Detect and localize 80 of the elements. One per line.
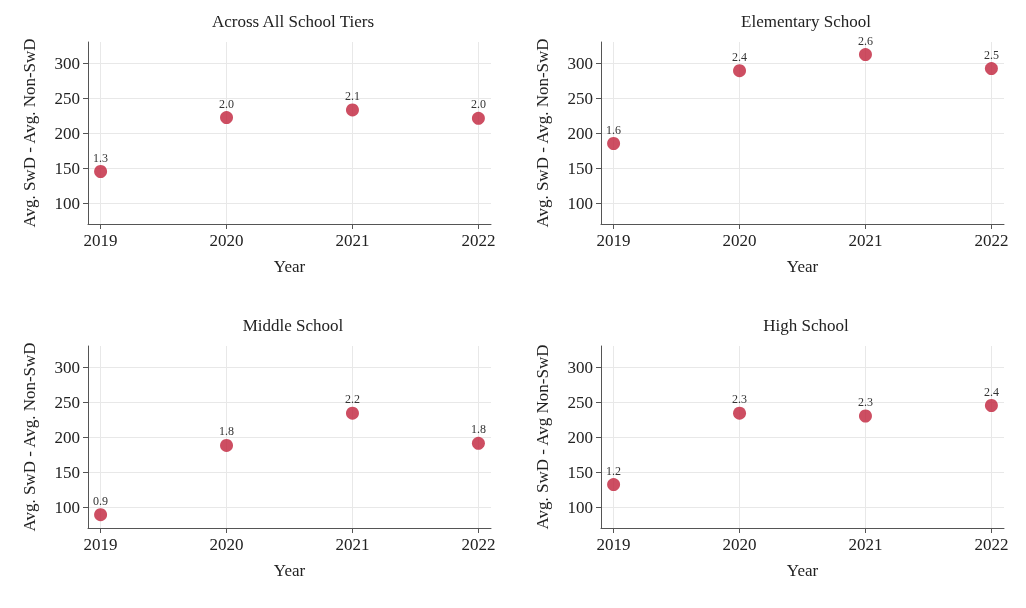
y-tick-label: 150 (567, 158, 593, 178)
x-tick-label: 2021 (335, 231, 370, 250)
point (984, 399, 998, 412)
y-axis-title: Avg. SwD - Avg Non-SwD (533, 344, 552, 530)
x-tick-label: 2022 (461, 535, 496, 554)
annotation: 2.6 (857, 33, 873, 48)
annotation: 2.3 (732, 392, 748, 407)
point (858, 48, 872, 62)
annotation: 1.8 (470, 422, 486, 437)
x-tick-label: 2019 (596, 535, 631, 554)
y-tick-label: 200 (54, 427, 80, 447)
annotation: 2.4 (732, 49, 748, 64)
y-axis-title: Avg. SwD - Avg. Non-SwD (533, 38, 552, 228)
annotation: 1.6 (606, 122, 622, 137)
y-tick-label: 100 (54, 497, 80, 517)
point (220, 438, 234, 452)
annotation: 2.0 (219, 96, 235, 111)
x-tick-label: 2020 (209, 535, 244, 554)
y-tick-label: 100 (567, 193, 593, 213)
x-tick-label: 2020 (722, 535, 757, 554)
annotation: 1.8 (219, 424, 235, 439)
y-axis-title: Avg. SwD - Avg. Non-SwD (20, 38, 39, 228)
chart-title: Across All School Tiers (212, 12, 374, 31)
x-tick-label: 2019 (83, 231, 118, 250)
point (607, 478, 621, 492)
x-axis-title: Year (273, 561, 306, 580)
annotation: 2.0 (470, 97, 486, 112)
point (471, 436, 485, 450)
x-tick-label: 2021 (848, 231, 883, 250)
point (733, 406, 747, 420)
y-tick-label: 250 (567, 88, 593, 108)
y-tick-label: 100 (567, 497, 593, 517)
y-tick-label: 300 (54, 53, 80, 73)
x-tick-label: 2022 (974, 535, 1009, 554)
chart-title: Elementary School (741, 12, 872, 31)
y-tick-label: 150 (54, 462, 80, 482)
point (471, 111, 485, 125)
chart-title: High School (763, 316, 850, 335)
x-tick-label: 2021 (335, 535, 370, 554)
y-tick-label: 250 (567, 392, 593, 412)
y-tick-label: 300 (567, 357, 593, 377)
x-tick-label: 2020 (209, 231, 244, 250)
annotation: 0.9 (93, 493, 109, 508)
point (607, 137, 621, 150)
x-axis-title: Year (786, 561, 819, 580)
x-axis-title: Year (273, 257, 306, 276)
annotation: 1.2 (606, 463, 622, 478)
x-tick-label: 2020 (722, 231, 757, 250)
y-tick-label: 300 (567, 53, 593, 73)
point (345, 103, 359, 117)
chart-title: Middle School (242, 316, 344, 335)
point (345, 406, 359, 420)
x-axis-title: Year (786, 257, 819, 276)
y-tick-label: 250 (54, 392, 80, 412)
y-tick-label: 150 (54, 158, 80, 178)
annotation: 2.5 (983, 47, 999, 62)
y-tick-label: 300 (54, 357, 80, 377)
annotation: 2.2 (344, 392, 360, 407)
x-tick-label: 2022 (461, 231, 496, 250)
y-tick-label: 250 (54, 88, 80, 108)
annotation: 2.3 (857, 395, 873, 409)
x-tick-label: 2019 (83, 535, 118, 554)
x-tick-label: 2021 (848, 535, 883, 554)
point (94, 508, 108, 522)
point (733, 64, 747, 78)
x-tick-label: 2022 (974, 231, 1009, 250)
y-tick-label: 200 (567, 427, 593, 447)
x-tick-label: 2019 (596, 231, 631, 250)
point (984, 62, 998, 76)
point (220, 111, 234, 125)
y-axis-title: Avg. SwD - Avg. Non-SwD (20, 342, 39, 532)
annotation: 1.3 (93, 150, 109, 165)
y-tick-label: 150 (567, 462, 593, 482)
y-tick-label: 200 (54, 123, 80, 143)
y-tick-label: 200 (567, 123, 593, 143)
point (94, 165, 108, 178)
annotation: 2.1 (344, 88, 360, 103)
annotation: 2.4 (983, 384, 999, 399)
point (858, 409, 872, 423)
y-tick-label: 100 (54, 193, 80, 213)
